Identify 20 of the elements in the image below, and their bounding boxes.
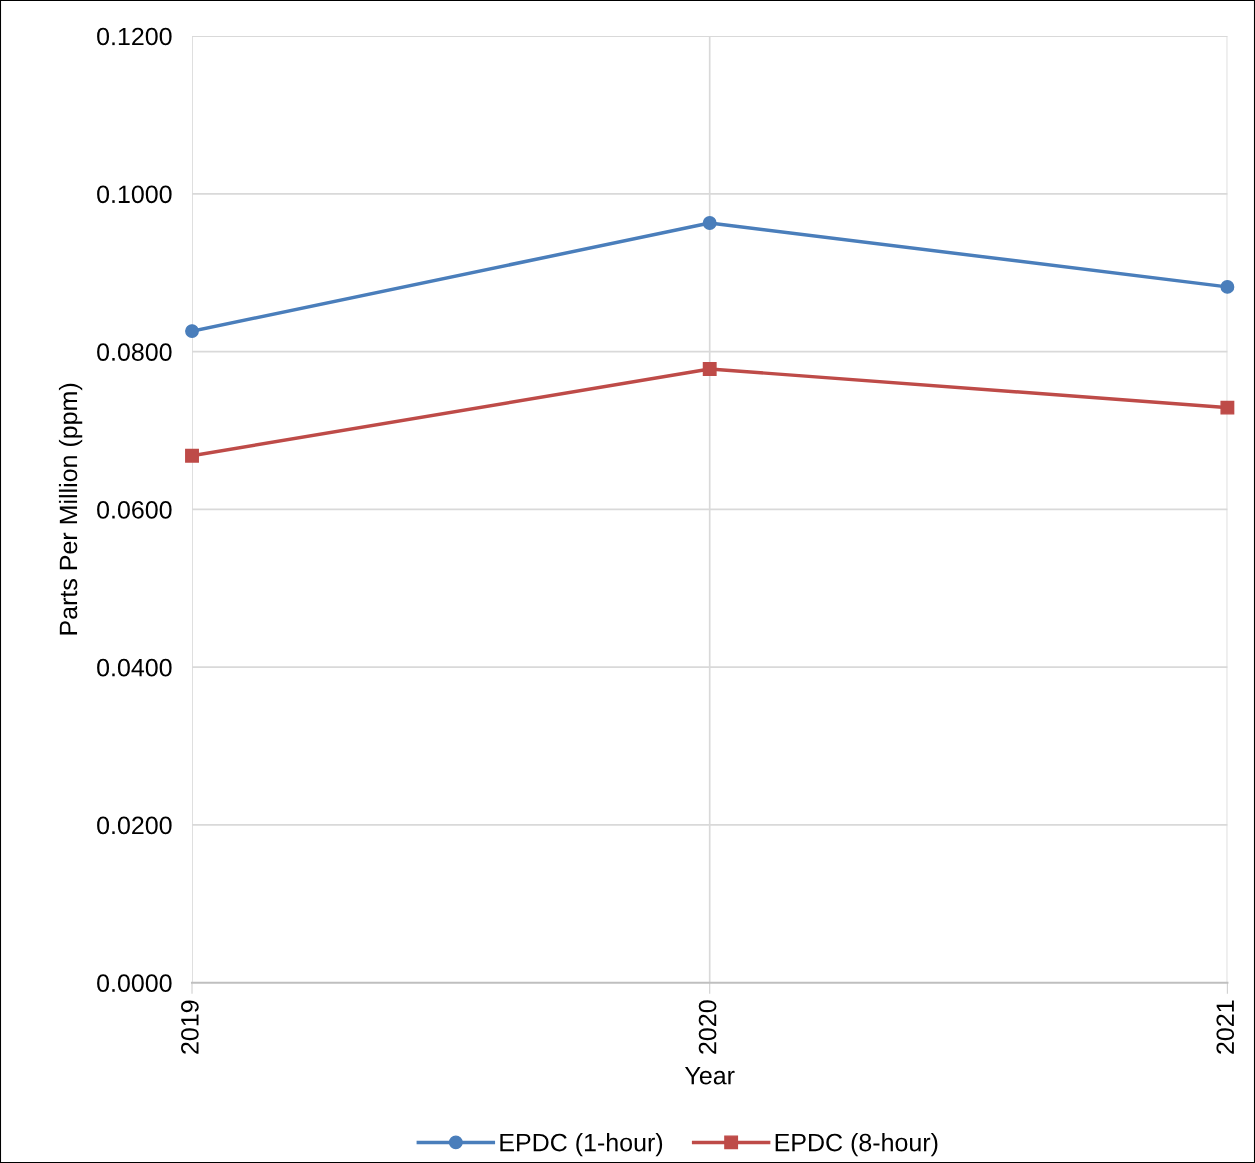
legend-label: EPDC (1-hour) bbox=[500, 1133, 663, 1157]
point bbox=[1220, 279, 1235, 294]
point bbox=[185, 448, 199, 463]
x-tick-label: 2021 bbox=[1216, 1000, 1235, 1054]
y-tick-label: 0.1000 bbox=[97, 185, 172, 204]
y-tick-label: 0.0400 bbox=[97, 658, 172, 677]
point bbox=[185, 324, 199, 339]
y-tick-label: 0.0800 bbox=[97, 343, 172, 361]
y-tick-label: 0.1200 bbox=[97, 27, 172, 46]
x-tick-label: 2020 bbox=[698, 1000, 717, 1054]
y-tick-label: 0.0200 bbox=[97, 816, 172, 835]
legend-label: EPDC (8-hour) bbox=[775, 1133, 938, 1157]
x-tick-label: 2019 bbox=[181, 1000, 199, 1054]
point bbox=[702, 216, 717, 230]
y-tick-label: 0.0600 bbox=[97, 501, 172, 519]
point bbox=[702, 362, 717, 376]
x-axis-title: Year bbox=[684, 1067, 735, 1085]
y-axis-title: Parts Per Million (ppm) bbox=[58, 383, 83, 635]
point bbox=[1220, 400, 1235, 415]
y-tick-label: 0.0000 bbox=[97, 974, 172, 993]
